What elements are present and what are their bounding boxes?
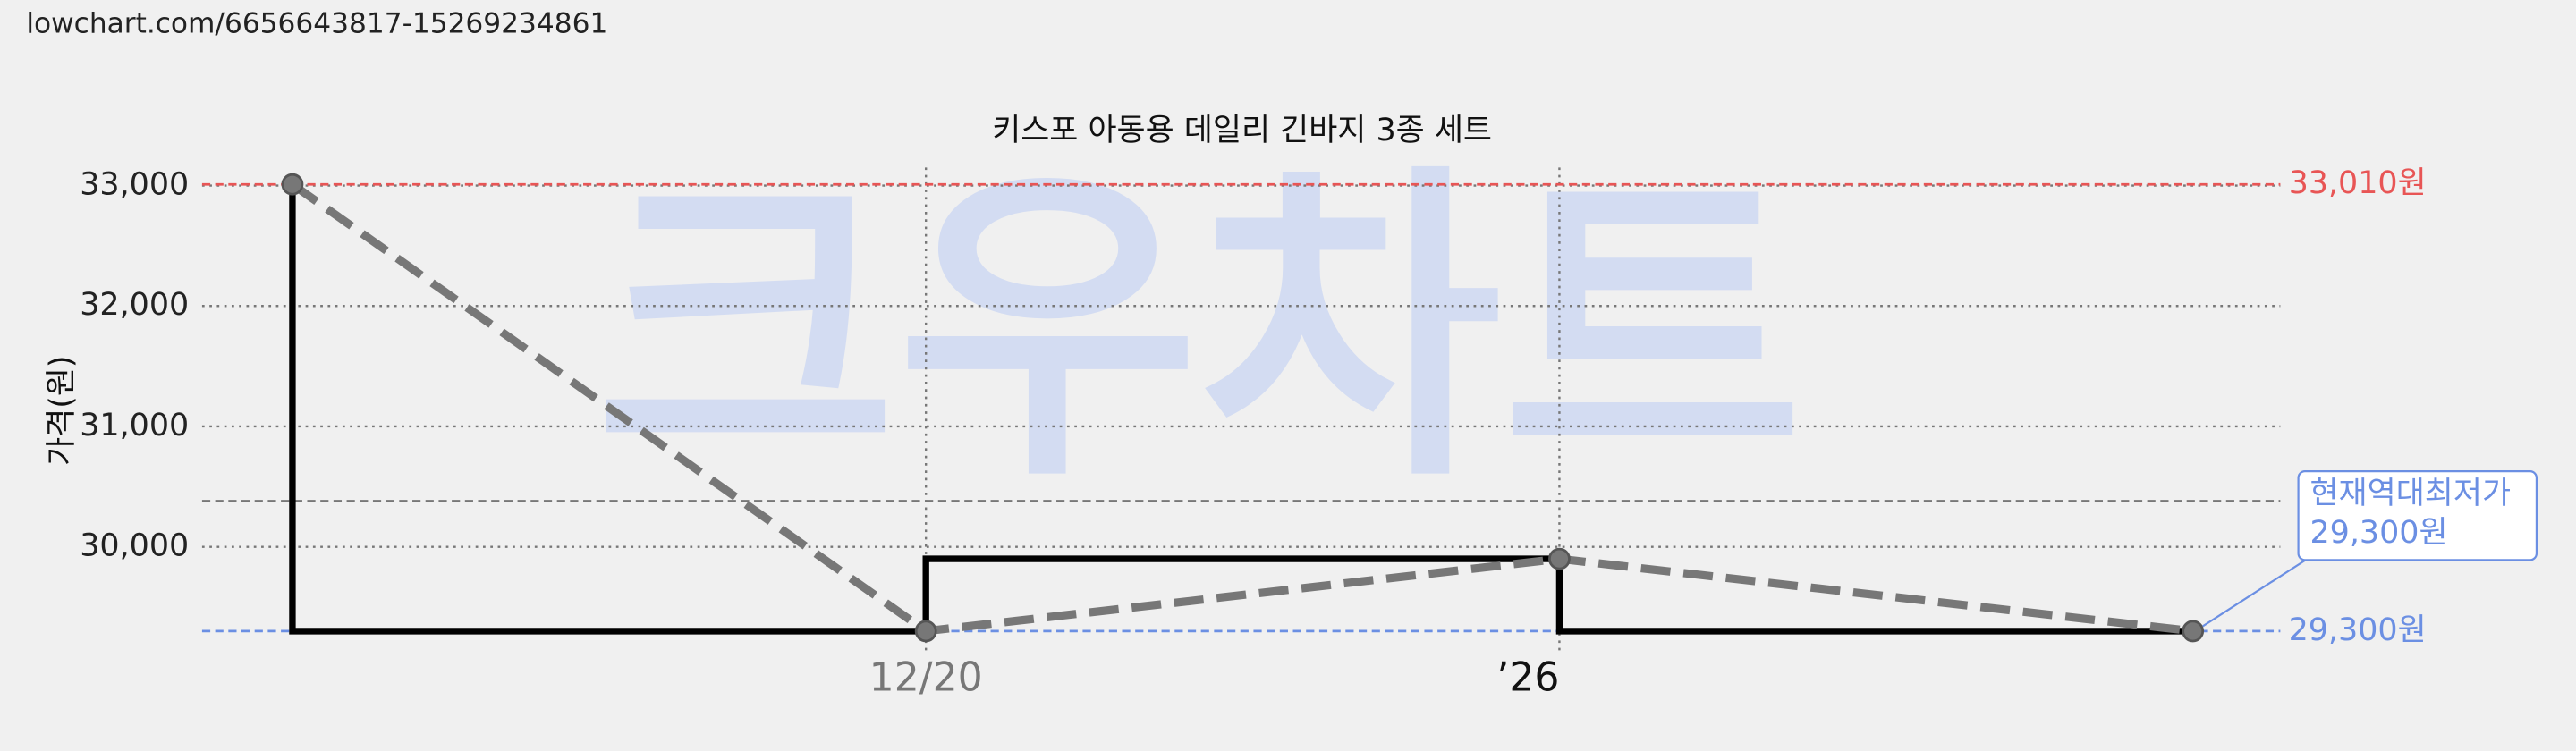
y-axis-label: 가격(원) (44, 355, 80, 465)
annotation-text: 현재역대최저가 (2309, 476, 2511, 511)
price-point (914, 620, 937, 643)
reference-label: 33,010원 (2289, 165, 2427, 201)
y-tick-label: 30,000 (80, 528, 189, 564)
price-point (2182, 620, 2205, 643)
y-tick-label: 32,000 (80, 287, 189, 323)
reference-label: 29,300원 (2289, 612, 2427, 648)
y-tick-label: 31,000 (80, 408, 189, 443)
price-line (290, 181, 2194, 636)
x-tick-label: 12/20 (869, 654, 983, 700)
annotation-box (2297, 470, 2538, 561)
url-text: lowchart.com/6656643817-15269234861 (26, 8, 607, 40)
annotation-text: 29,300원 (2309, 515, 2447, 551)
step-line (289, 184, 2193, 635)
watermark: 크우차트 (595, 138, 1804, 520)
price-point (1548, 547, 1571, 570)
y-tick-label: 33,000 (80, 167, 189, 203)
x-tick-label: ’26 (1496, 654, 1559, 700)
price-point (281, 173, 304, 196)
chart-title: 키스포 아동용 데일리 긴바지 3종 세트 (992, 113, 1492, 148)
annotation-arrow (2202, 557, 2309, 628)
